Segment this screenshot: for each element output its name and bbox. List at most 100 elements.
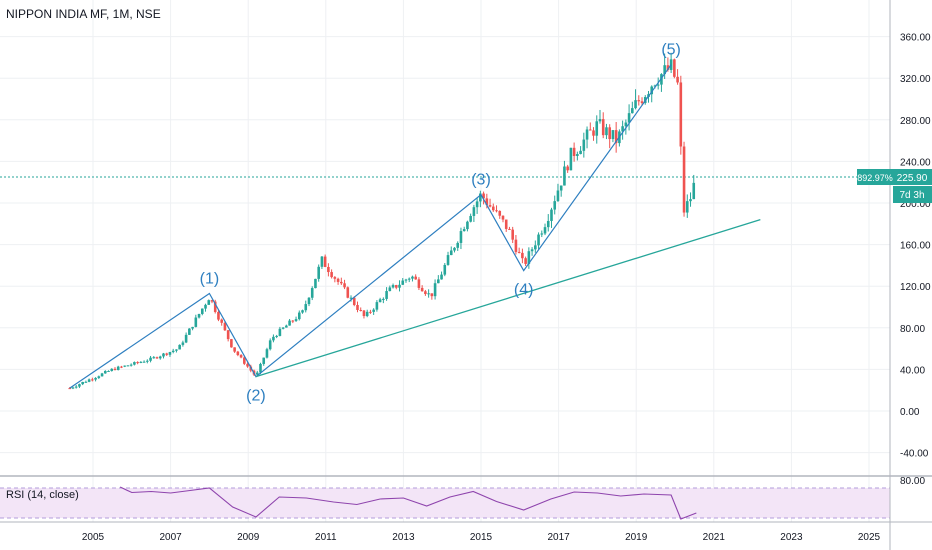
candle-body <box>94 377 97 380</box>
candle-body <box>365 311 369 317</box>
x-tick-label: 2015 <box>470 532 493 543</box>
candle-body <box>692 182 696 200</box>
candle-body <box>320 256 324 267</box>
candle-body <box>301 310 304 313</box>
candle-body <box>411 276 414 279</box>
price-axis[interactable]: 360.00 320.00 280.00 240.00 200.00 160.00 120.… <box>900 33 931 487</box>
price-tags: 892.97% 225.90 7d 3h <box>857 169 932 203</box>
x-tick-label: 2007 <box>159 532 182 543</box>
candle-body <box>278 328 282 336</box>
y-tick-label: -40.00 <box>900 449 929 460</box>
y-tick-label: 200.00 <box>900 199 931 210</box>
candle-body <box>585 129 589 140</box>
candle-body <box>149 357 152 361</box>
candle-body <box>527 251 531 264</box>
candle-body <box>624 122 628 127</box>
candle-body <box>323 256 327 267</box>
candle-body <box>220 319 223 323</box>
candle-body <box>508 228 511 230</box>
time-axis[interactable]: 2005 2007 2009 2011 2013 2015 2017 2019 2021 2023… <box>82 532 881 543</box>
candle-body <box>71 387 75 389</box>
candle-body <box>233 347 236 352</box>
candle-body <box>640 101 644 104</box>
x-tick-label: 2023 <box>780 532 803 543</box>
candle-body <box>171 350 175 353</box>
candle-body <box>498 210 502 216</box>
candle-body <box>417 279 421 288</box>
candle-body <box>129 364 133 366</box>
rsi-tick-label: 80.00 <box>900 476 925 487</box>
price-tag: 225.90 <box>897 173 928 184</box>
candle-body <box>268 340 272 350</box>
candle-body <box>103 371 107 374</box>
candle-body <box>168 352 172 355</box>
x-tick-label: 2013 <box>392 532 415 543</box>
candle-body <box>407 278 411 280</box>
candle-body <box>572 147 576 156</box>
candle-body <box>592 130 595 136</box>
candle-body <box>666 65 670 70</box>
candle-body <box>689 199 692 202</box>
candle-body <box>391 285 395 288</box>
candle-body <box>433 283 437 297</box>
candle-body <box>207 300 211 305</box>
wave-label-5: (5) <box>661 42 681 59</box>
grid-lines <box>0 0 890 522</box>
rsi-line <box>119 486 697 520</box>
candle-body <box>210 300 214 302</box>
candle-body <box>275 335 278 337</box>
candle-body <box>550 209 553 221</box>
wave-label-3: (3) <box>471 172 491 189</box>
candle-body <box>294 319 298 321</box>
candle-body <box>107 370 110 372</box>
candle-body <box>485 198 489 206</box>
candle-body <box>556 190 560 202</box>
candle-body <box>608 127 611 140</box>
candle-body <box>362 310 366 317</box>
candle-body <box>530 249 534 252</box>
candle-body <box>456 242 460 248</box>
candle-body <box>546 220 550 228</box>
candle-body <box>155 357 159 359</box>
countdown-tag-bg <box>893 186 932 203</box>
y-tick-label: 240.00 <box>900 157 931 168</box>
candle-body <box>424 291 427 295</box>
candle-body <box>582 139 586 151</box>
candle-body <box>217 311 220 320</box>
y-tick-label: 360.00 <box>900 33 931 44</box>
candle-body <box>472 207 476 216</box>
candle-body <box>601 119 605 136</box>
candle-body <box>133 362 136 365</box>
candle-body <box>288 320 291 326</box>
candle-body <box>669 59 673 70</box>
candle-body <box>631 108 634 114</box>
candle-body <box>123 365 126 367</box>
x-tick-label: 2009 <box>237 532 260 543</box>
candle-body <box>488 205 492 207</box>
candle-body <box>230 339 233 348</box>
candle-body <box>136 362 139 364</box>
candle-body <box>194 317 198 327</box>
candle-body <box>372 309 375 312</box>
candle-body <box>291 320 295 322</box>
candle-body <box>265 349 269 358</box>
candle-body <box>501 215 505 220</box>
y-tick-label: 0.00 <box>900 407 920 418</box>
candle-body <box>359 309 363 311</box>
rsi-band <box>0 488 890 518</box>
candle-body <box>569 147 573 171</box>
candle-body <box>191 326 194 329</box>
candle-body <box>165 353 169 355</box>
candle-body <box>175 349 178 351</box>
candle-body <box>246 363 249 367</box>
candle-body <box>394 285 398 288</box>
candle-body <box>466 221 469 230</box>
candle-body <box>91 379 94 381</box>
candle-body <box>87 379 91 382</box>
candle-body <box>110 368 114 371</box>
candle-body <box>262 357 266 364</box>
candle-body <box>673 59 676 77</box>
candle-body <box>676 76 679 83</box>
candle-body <box>304 304 308 311</box>
